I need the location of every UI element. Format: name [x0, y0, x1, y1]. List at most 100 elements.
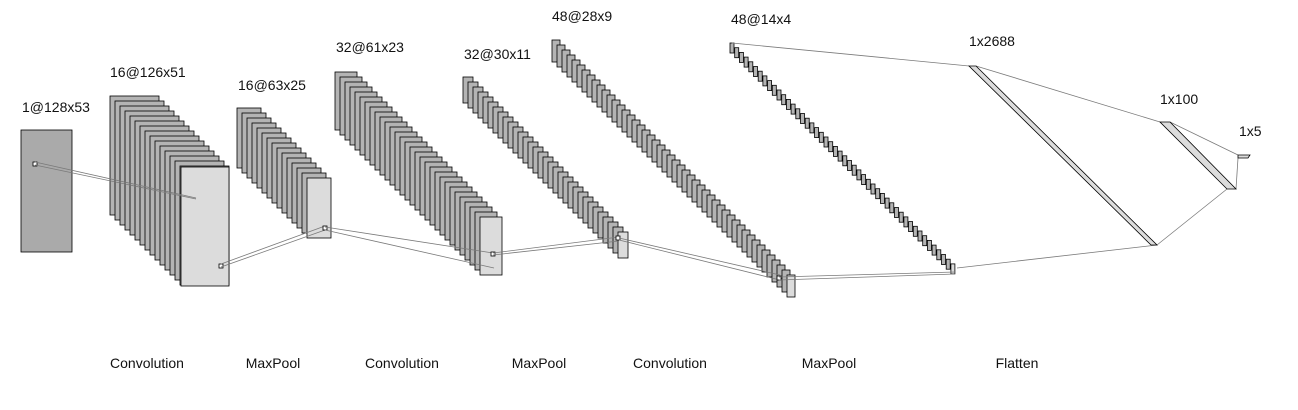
- kernel-conv1: [218, 263, 224, 269]
- pool3-stack-map: [800, 113, 805, 124]
- pool3-stack-map: [762, 75, 768, 87]
- pool3-stack-map: [804, 117, 810, 129]
- dense-layer: [1159, 121, 1237, 190]
- layer-label-conv1: 16@126x51: [110, 64, 186, 80]
- pool3-stack-map: [861, 174, 866, 186]
- output-bar: [1237, 154, 1251, 159]
- input-map: [20, 129, 73, 253]
- layer-label-conv2: 32@61x23: [336, 39, 404, 55]
- pool3-stack-map: [757, 70, 763, 82]
- pool3-stack-map: [941, 254, 946, 265]
- connector-conv2-pool2-b: [492, 240, 620, 256]
- pool3-stack-map: [880, 192, 885, 204]
- pool3-stack-map: [767, 80, 772, 91]
- pool3-stack-map: [875, 188, 881, 200]
- connector-conv1-pool1-b: [220, 229, 326, 268]
- pool3-stack: [729, 42, 956, 275]
- layer-label-dense1: 1x100: [1160, 91, 1198, 107]
- connector-pool2-conv3-a: [618, 237, 781, 276]
- connector-conv3-pool3-b: [778, 273, 956, 281]
- pool3-stack-map: [884, 197, 890, 209]
- connector-input-conv1-b: [34, 164, 197, 200]
- conv2-stack-map: [479, 216, 503, 276]
- pool3-stack-map: [922, 235, 928, 247]
- feature-map-stacks: [20, 39, 956, 298]
- pool2-stack: [462, 76, 629, 259]
- kernel-pool1: [322, 225, 328, 231]
- connector-pool3-flatten-bottom: [956, 244, 1158, 269]
- pool3-stack-map: [809, 122, 815, 134]
- connector-dense-output-top: [1169, 121, 1239, 156]
- connector-pool3-flatten-top: [731, 42, 970, 67]
- pool3-stack-map: [865, 178, 871, 190]
- dense-layers: [968, 65, 1251, 246]
- pool3-stack-map: [842, 155, 848, 167]
- layer-label-input: 1@128x53: [22, 99, 90, 115]
- connector-conv2-pool2-a: [492, 236, 620, 254]
- connector-dense-output-bottom: [1235, 157, 1239, 190]
- connector-lines: [32, 42, 1239, 281]
- pool3-stack-map: [786, 99, 791, 110]
- connector-flatten-dense-bottom: [1156, 188, 1228, 246]
- pool3-stack-map: [856, 169, 862, 181]
- pool3-stack-map: [847, 160, 852, 171]
- pool3-stack-map: [790, 103, 796, 115]
- op-label-maxpool-1: MaxPool: [246, 355, 300, 371]
- layer-label-conv3: 48@28x9: [552, 8, 612, 24]
- connector-pool1-conv2-b: [324, 229, 495, 269]
- pool3-stack-map: [894, 207, 899, 218]
- pool3-stack-map: [927, 239, 932, 251]
- pool3-stack-map: [734, 47, 740, 59]
- conv3-stack: [551, 39, 796, 298]
- pool3-stack-map: [739, 52, 744, 63]
- input-image: [20, 129, 73, 253]
- pool3-stack-map: [917, 230, 923, 242]
- pool3-stack-map: [912, 225, 918, 237]
- pool3-stack-map: [851, 164, 857, 176]
- layer-label-flatten: 1x2688: [969, 33, 1015, 49]
- layer-label-pool2: 32@30x11: [464, 46, 531, 62]
- pool3-stack-map: [903, 216, 909, 228]
- flatten-layer: [968, 65, 1158, 246]
- pool2-stack-map: [617, 231, 629, 259]
- op-label-maxpool-3: MaxPool: [802, 355, 856, 371]
- op-label-flatten: Flatten: [996, 355, 1039, 371]
- pool3-stack-map: [936, 249, 942, 261]
- pool3-stack-map: [889, 202, 895, 214]
- op-label-convolution-1: Convolution: [110, 355, 184, 371]
- pool3-stack-map: [771, 84, 777, 96]
- output-layer: [1237, 154, 1251, 159]
- layer-label-pool1: 16@63x25: [238, 77, 306, 93]
- pool3-stack-map: [818, 131, 824, 143]
- pool3-stack-map: [945, 258, 951, 270]
- pool3-stack-map: [870, 183, 876, 195]
- pool3-stack-map: [898, 211, 904, 223]
- connector-conv1-pool1-a: [220, 225, 326, 265]
- pool3-stack-map: [837, 150, 843, 162]
- connector-flatten-dense-top: [975, 65, 1161, 123]
- pool3-stack-map: [931, 244, 937, 256]
- pool3-stack-map: [823, 136, 829, 148]
- op-label-convolution-3: Convolution: [633, 355, 707, 371]
- pool3-stack-map: [828, 141, 834, 153]
- kernel-conv2: [490, 251, 496, 257]
- pool3-stack-map: [795, 108, 801, 120]
- pool3-stack-map: [743, 56, 749, 68]
- conv3-stack-map: [786, 274, 796, 298]
- pool3-stack-map: [814, 127, 819, 138]
- op-label-maxpool-2: MaxPool: [512, 355, 566, 371]
- dense-bar: [1159, 121, 1237, 190]
- pool1-stack: [236, 107, 332, 239]
- pool3-stack-map: [776, 89, 782, 101]
- pool3-stack-map: [833, 145, 838, 157]
- pool3-stack-map: [748, 61, 754, 73]
- pool3-stack-map: [753, 66, 758, 77]
- layer-label-output: 1x5: [1239, 123, 1262, 139]
- op-label-convolution-2: Convolution: [365, 355, 439, 371]
- connector-input-conv1-a: [34, 161, 197, 199]
- flatten-bar: [968, 65, 1158, 246]
- conv2-stack: [334, 71, 503, 276]
- connector-conv3-pool3-a: [778, 271, 956, 278]
